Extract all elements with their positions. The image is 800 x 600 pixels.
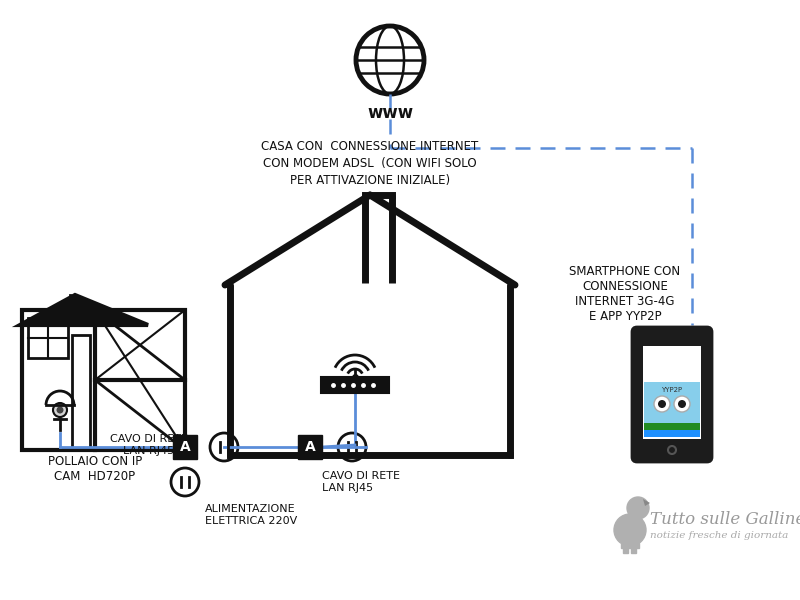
Bar [173, 435, 197, 459]
Circle shape [53, 403, 67, 417]
Circle shape [654, 396, 670, 412]
Circle shape [674, 396, 690, 412]
FancyBboxPatch shape [632, 327, 712, 462]
Bar [644, 382, 700, 437]
Bar [644, 430, 700, 437]
Text: CAVO DI RETE
LAN RJ45: CAVO DI RETE LAN RJ45 [110, 434, 188, 456]
Text: YYP2P: YYP2P [662, 387, 682, 393]
Circle shape [658, 400, 666, 408]
Polygon shape [643, 499, 650, 506]
Bar [621, 543, 639, 548]
Bar [623, 546, 628, 553]
Circle shape [627, 497, 649, 519]
Text: www: www [367, 104, 413, 122]
Text: ALIMENTAZIONE
ELETTRICA 220V: ALIMENTAZIONE ELETTRICA 220V [205, 504, 298, 526]
Circle shape [614, 514, 646, 546]
Text: notizie fresche di giornata: notizie fresche di giornata [650, 530, 788, 539]
Text: SMARTPHONE CON
CONNESSIONE
INTERNET 3G-4G
E APP YYP2P: SMARTPHONE CON CONNESSIONE INTERNET 3G-4… [570, 265, 681, 323]
Bar [72, 335, 90, 450]
Bar [644, 423, 700, 437]
Text: Tutto sulle Galline: Tutto sulle Galline [650, 511, 800, 529]
Bar [28, 318, 68, 358]
Circle shape [57, 407, 63, 413]
Text: A: A [180, 440, 190, 454]
Circle shape [678, 400, 686, 408]
Bar [631, 546, 636, 553]
Bar [321, 377, 389, 393]
Bar [22, 310, 185, 450]
Polygon shape [20, 295, 148, 325]
Text: CAVO DI RETE
LAN RJ45: CAVO DI RETE LAN RJ45 [322, 471, 400, 493]
Text: CASA CON  CONNESSIONE INTERNET
CON MODEM ADSL  (CON WIFI SOLO
PER ATTIVAZIONE IN: CASA CON CONNESSIONE INTERNET CON MODEM … [262, 140, 478, 187]
Bar [643, 346, 701, 439]
Text: A: A [305, 440, 315, 454]
Text: POLLAIO CON IP
CAM  HD720P: POLLAIO CON IP CAM HD720P [48, 455, 142, 483]
Bar [298, 435, 322, 459]
